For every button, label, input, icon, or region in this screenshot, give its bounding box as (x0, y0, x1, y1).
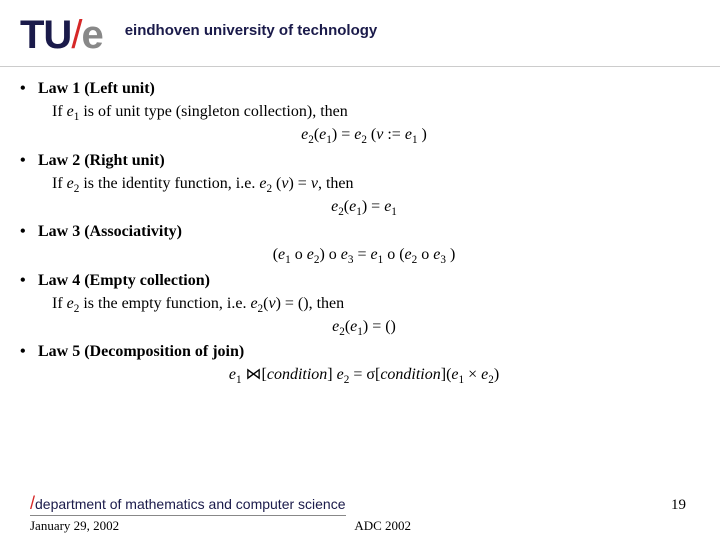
footer-venue: ADC 2002 (354, 518, 411, 534)
tue-logo: TU/e (20, 13, 103, 58)
footer: /department of mathematics and computer … (0, 493, 720, 540)
law-4: •Law 4 (Empty collection) If e2 is the e… (38, 269, 690, 339)
logo-slash: / (71, 13, 81, 57)
university-name: eindhoven university of technology (125, 22, 378, 39)
law-2-title: •Law 2 (Right unit) (38, 149, 690, 172)
logo-e: e (81, 13, 102, 57)
slide-content: •Law 1 (Left unit) If e1 is of unit type… (0, 77, 720, 386)
footer-row: January 29, 2002 ADC 2002 (30, 518, 690, 534)
footer-date: January 29, 2002 (30, 518, 119, 534)
law-4-body: If e2 is the empty function, i.e. e2(v) … (38, 292, 690, 315)
law-2: •Law 2 (Right unit) If e2 is the identit… (38, 149, 690, 219)
header-bar: TU/e eindhoven university of technology (0, 0, 720, 62)
law-1: •Law 1 (Left unit) If e1 is of unit type… (38, 77, 690, 147)
page-number: 19 (671, 497, 686, 514)
law-2-equation: e2(e1) = e1 (38, 195, 690, 218)
law-3-title: •Law 3 (Associativity) (38, 220, 690, 243)
law-5-title: •Law 5 (Decomposition of join) (38, 340, 690, 363)
law-4-equation: e2(e1) = () (38, 315, 690, 338)
logo-tu: TU (20, 13, 71, 57)
law-3: •Law 3 (Associativity) (e1 o e2) o e3 = … (38, 220, 690, 266)
header-divider (0, 66, 720, 67)
law-3-equation: (e1 o e2) o e3 = e1 o (e2 o e3 ) (38, 243, 690, 266)
law-1-title: •Law 1 (Left unit) (38, 77, 690, 100)
law-2-body: If e2 is the identity function, i.e. e2 … (38, 172, 690, 195)
department-line: /department of mathematics and computer … (30, 493, 346, 516)
law-1-equation: e2(e1) = e2 (v := e1 ) (38, 123, 690, 146)
dept-text: department of mathematics and computer s… (35, 496, 346, 512)
law-5: •Law 5 (Decomposition of join) e1 ⋈[cond… (38, 340, 690, 386)
law-5-equation: e1 ⋈[condition] e2 = σ[condition](e1 × e… (38, 363, 690, 386)
law-4-title: •Law 4 (Empty collection) (38, 269, 690, 292)
law-1-body: If e1 is of unit type (singleton collect… (38, 100, 690, 123)
